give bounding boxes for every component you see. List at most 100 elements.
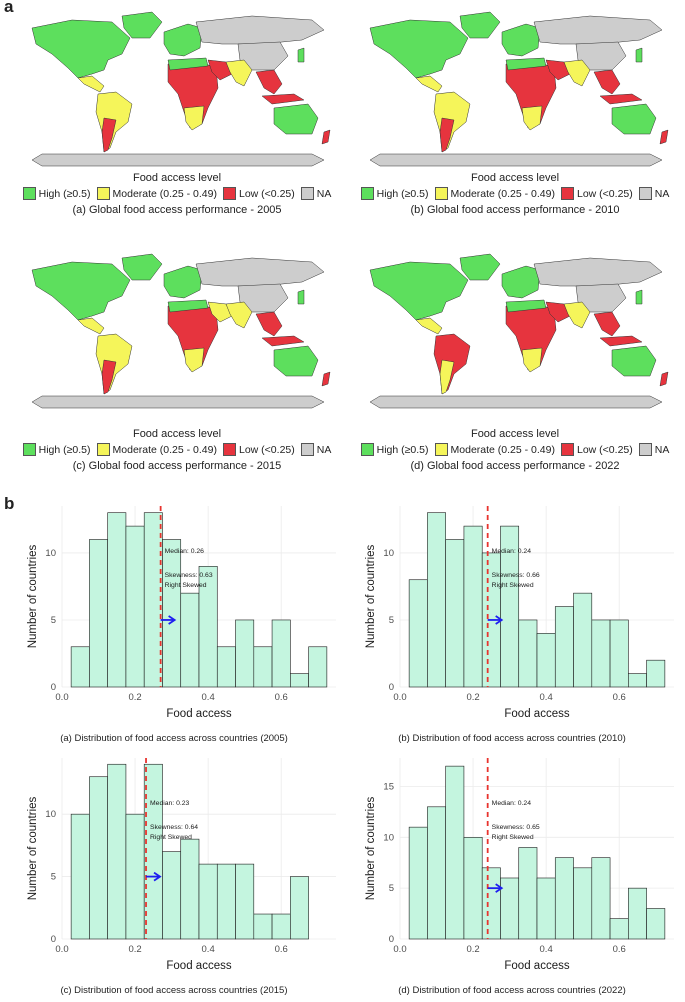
y-axis-label: Number of countries [27, 544, 39, 648]
antarctica-region [369, 395, 663, 409]
north-africa-region [505, 299, 547, 313]
map-panel-2022 [350, 250, 680, 490]
south-america-south-region [101, 359, 117, 395]
histogram-svg: 0.0 0.2 0.4 0.6 0 5 10 15 Food access Number of c… [365, 758, 674, 972]
new-zealand-region [659, 129, 669, 145]
new-zealand-region [659, 371, 669, 387]
europe-region [501, 23, 541, 57]
histogram-bar [463, 525, 483, 688]
histogram-2022: 0.0 0.2 0.4 0.6 0 5 10 15 Food access Number of c… [342, 752, 682, 1002]
skewness-annotation: Skewness: 0.65 [492, 824, 540, 831]
histogram-svg: 0.0 0.2 0.4 0.6 0 5 10 Food access Number of cou… [365, 506, 674, 720]
central-america-region [415, 317, 443, 335]
y-tick-label: 0 [389, 934, 394, 945]
north-africa-region [167, 299, 209, 313]
x-tick-label: 0.4 [202, 692, 215, 703]
histogram-bar [463, 837, 483, 940]
histogram-bar [271, 913, 291, 940]
histogram-bar [609, 619, 629, 688]
right-arrow-icon [146, 871, 162, 882]
histogram-bar [628, 673, 647, 688]
median-annotation: Median: 0.23 [150, 800, 190, 807]
antarctica-region [369, 153, 663, 167]
russia-region [533, 15, 663, 45]
skewness-annotation: Skewness: 0.63 [165, 572, 213, 579]
map-caption: (d) Global food access performance - 202… [410, 460, 620, 472]
north-america-region [31, 19, 131, 79]
histogram-bar [162, 539, 182, 688]
swatch-moderate [96, 443, 110, 456]
greenland-region [459, 253, 501, 281]
y-tick-label: 10 [45, 548, 56, 559]
histogram-2010: 0.0 0.2 0.4 0.6 0 5 10 Food access Number of cou… [342, 500, 682, 750]
skew-direction-annotation: Right Skewed [492, 834, 534, 841]
legend-title: Food access level [132, 428, 222, 440]
panel-b-label: b [4, 494, 15, 513]
legend-item-na: NA [638, 443, 669, 456]
y-tick-label: 0 [51, 682, 56, 693]
histogram-bar [235, 619, 255, 688]
antarctica-region [31, 153, 325, 167]
japan-region [635, 289, 643, 305]
histogram-bar [646, 908, 666, 940]
x-tick-label: 0.0 [55, 944, 68, 955]
histogram-bar [554, 857, 574, 940]
median-annotation: Median: 0.24 [492, 548, 532, 555]
histogram-bar [107, 512, 127, 688]
southern-africa-region [183, 347, 205, 373]
indonesia-region [261, 93, 305, 105]
histogram-bar [216, 646, 236, 688]
swatch-high [360, 187, 374, 200]
histogram-bar [573, 592, 593, 688]
legend: High (≥0.5) Moderate (0.25 - 0.49) Low (… [350, 187, 680, 200]
swatch-high [22, 443, 36, 456]
southern-africa-region [521, 347, 543, 373]
skew-direction-annotation: Right Skewed [150, 834, 192, 841]
histogram-bar [253, 646, 273, 688]
histogram-bar [143, 763, 163, 940]
india-region [563, 59, 591, 87]
y-tick-label: 15 [383, 781, 394, 792]
x-tick-label: 0.2 [128, 692, 141, 703]
south-america-south-region [101, 117, 117, 153]
histogram-bar [180, 592, 200, 688]
histogram-bar [125, 525, 145, 688]
russia-region [195, 15, 325, 45]
histogram-bar [646, 659, 666, 688]
swatch-na [638, 443, 652, 456]
histogram-bar [518, 619, 538, 688]
map-caption: (b) Global food access performance - 201… [410, 204, 620, 216]
x-axis-label: Food access [166, 960, 231, 972]
x-tick-label: 0.2 [128, 944, 141, 955]
swatch-high [22, 187, 36, 200]
swatch-low [561, 187, 574, 200]
world-map [31, 253, 331, 409]
legend-item-high: High (≥0.5) [22, 443, 91, 456]
arabia-region [545, 301, 571, 323]
legend-title: Food access level [470, 428, 560, 440]
legend-item-moderate: Moderate (0.25 - 0.49) [434, 187, 555, 200]
x-tick-label: 0.6 [613, 944, 626, 955]
histogram-bar [216, 863, 236, 940]
north-america-region [31, 261, 131, 321]
median-annotation: Median: 0.24 [492, 800, 532, 807]
central-america-region [77, 75, 105, 93]
southern-africa-region [521, 105, 543, 131]
europe-region [163, 265, 203, 299]
india-region [225, 301, 253, 329]
south-america-south-region [439, 359, 455, 395]
skew-direction-annotation: Right Skewed [492, 582, 534, 589]
legend-item-low: Low (<0.25) [561, 187, 633, 200]
legend-title: Food access level [132, 172, 222, 184]
histogram-caption: (b) Distribution of food access across c… [398, 733, 626, 744]
histogram-bar [107, 763, 127, 940]
southeast-asia-region [593, 69, 621, 95]
x-tick-label: 0.2 [466, 944, 479, 955]
southeast-asia-region [255, 311, 283, 337]
x-axis-label: Food access [504, 960, 569, 972]
new-zealand-region [321, 371, 331, 387]
y-axis-label: Number of countries [365, 796, 377, 900]
world-map [369, 11, 669, 167]
histogram-bar [481, 867, 501, 940]
x-tick-label: 0.2 [466, 692, 479, 703]
